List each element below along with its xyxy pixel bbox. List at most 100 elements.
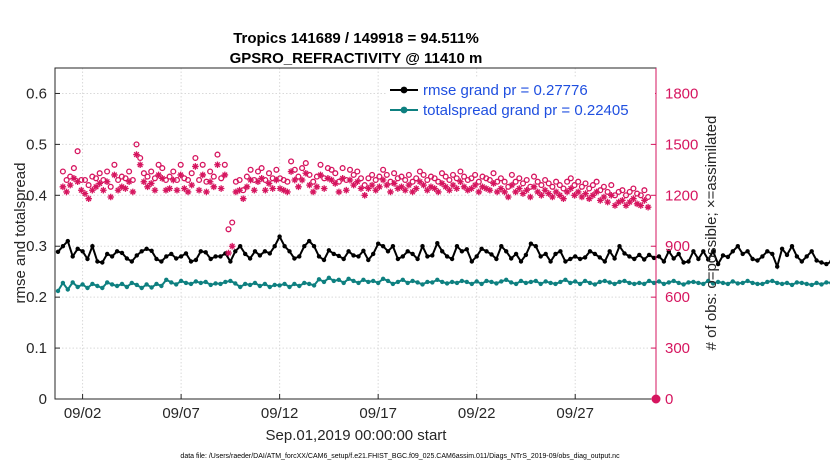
- legend-rmse-marker: [400, 86, 408, 94]
- data-point: [198, 249, 203, 254]
- obs-possible-point: [151, 175, 158, 182]
- chart-title: Tropics 141689 / 149918 = 94.511%: [233, 30, 479, 47]
- y2-tick-label: 0: [665, 391, 673, 408]
- obs-assimilated-point: [206, 178, 214, 186]
- obs-possible-point: [196, 176, 203, 184]
- data-point: [479, 246, 484, 251]
- data-point: [311, 244, 317, 249]
- series-totalspread: [55, 275, 830, 294]
- data-point: [760, 254, 765, 259]
- data-point: [548, 259, 553, 264]
- obs-assimilated-point: [225, 249, 232, 257]
- data-point: [642, 257, 647, 262]
- data-point: [272, 244, 277, 249]
- obs-assimilated-point: [147, 180, 155, 187]
- obs-assimilated-point: [585, 195, 593, 203]
- data-point: [188, 259, 194, 264]
- obs-assimilated-point: [265, 180, 273, 187]
- data-point: [75, 246, 80, 251]
- data-point: [430, 280, 435, 285]
- data-point: [489, 279, 494, 285]
- obs-assimilated-point: [74, 178, 81, 186]
- data-point: [799, 280, 804, 286]
- data-point: [95, 259, 100, 264]
- data-point: [435, 277, 440, 282]
- obs-possible-point: [170, 168, 177, 175]
- obs-assimilated-point: [589, 192, 597, 199]
- data-point: [474, 279, 479, 284]
- obs-assimilated-point: [151, 186, 159, 194]
- data-point: [627, 280, 632, 286]
- obs-assimilated-point: [81, 190, 89, 197]
- obs-possible-point: [81, 176, 89, 184]
- data-point: [730, 249, 735, 254]
- obs-assimilated-point: [258, 175, 265, 182]
- obs-possible-point: [468, 175, 475, 182]
- obs-assimilated-point: [387, 188, 394, 196]
- data-point: [174, 256, 179, 261]
- data-point: [65, 287, 71, 292]
- obs-assimilated-point: [295, 183, 302, 191]
- data-point: [651, 255, 657, 261]
- obs-possible-point: [431, 175, 438, 182]
- data-point: [469, 259, 474, 264]
- data-point: [755, 258, 760, 263]
- obs-assimilated-point: [342, 186, 350, 194]
- data-point: [193, 279, 199, 284]
- obs-possible-point: [413, 175, 420, 182]
- obs-assimilated-point: [247, 176, 254, 184]
- obs-assimilated-point: [354, 178, 361, 186]
- y-axis-label: rmse and totalspread: [12, 163, 29, 304]
- data-point: [637, 252, 642, 258]
- obs-assimilated-point: [243, 183, 251, 191]
- data-point: [553, 281, 558, 287]
- obs-assimilated-point: [317, 171, 324, 179]
- data-point: [533, 244, 538, 249]
- obs-assimilated-point: [239, 195, 247, 203]
- obs-assimilated-point: [140, 178, 148, 186]
- y2-tick-label: 1800: [665, 85, 698, 102]
- data-point: [351, 278, 356, 284]
- data-point: [213, 281, 218, 286]
- data-point: [183, 280, 189, 286]
- data-point: [602, 278, 607, 284]
- obs-possible-point: [564, 178, 571, 185]
- data-point: [297, 283, 302, 289]
- obs-assimilated-point: [468, 185, 475, 192]
- obs-assimilated-point: [486, 186, 494, 194]
- y-tick-label: 0.3: [26, 238, 47, 255]
- legend-rmse-label: rmse grand pr = 0.27776: [423, 82, 588, 99]
- data-point: [149, 285, 154, 290]
- data-point: [622, 251, 627, 256]
- data-point: [750, 280, 755, 286]
- data-point: [607, 280, 612, 285]
- obs-possible-point: [218, 175, 225, 182]
- data-point: [371, 251, 376, 257]
- obs-assimilated-point: [177, 171, 184, 179]
- obs-possible-point: [74, 148, 81, 155]
- data-point: [489, 252, 494, 257]
- obs-assimilated-point: [217, 185, 225, 192]
- data-point: [139, 249, 144, 254]
- data-point: [95, 283, 100, 289]
- data-point: [632, 256, 637, 262]
- obs-possible-point: [523, 176, 530, 184]
- data-point: [55, 249, 61, 254]
- data-point: [809, 249, 814, 254]
- data-point: [770, 251, 775, 257]
- data-point: [494, 281, 499, 286]
- data-point: [356, 280, 361, 286]
- obs-assimilated-point: [545, 190, 553, 197]
- obs-assimilated-point: [449, 181, 457, 189]
- data-point: [129, 259, 134, 264]
- data-point: [243, 251, 248, 257]
- obs-possible-point: [192, 154, 199, 162]
- data-point: [573, 254, 578, 259]
- y2-tick-label: 900: [665, 238, 690, 255]
- obs-assimilated-point: [622, 202, 630, 209]
- obs-assimilated-point: [412, 185, 420, 192]
- data-point: [824, 280, 829, 285]
- obs-assimilated-point: [287, 168, 295, 175]
- obs-possible-point: [567, 175, 574, 182]
- obs-assimilated-point: [438, 180, 446, 187]
